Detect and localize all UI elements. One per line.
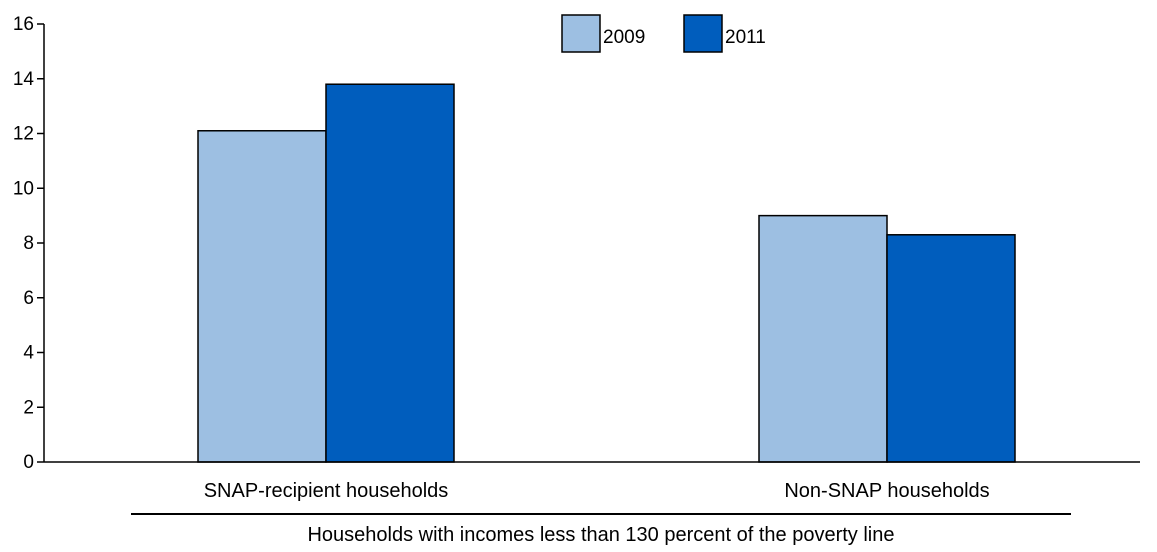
x-axis-title: Households with incomes less than 130 pe… [307,524,894,546]
y-tick-label: 2 [23,397,34,418]
x-category-label: SNAP-recipient households [204,480,449,502]
bar-2009-non-snap [758,214,888,463]
legend: 2009 2011 [561,14,766,53]
y-tick-label: 8 [23,233,34,254]
x-category-label: Non-SNAP households [784,480,989,502]
legend-label-2009: 2009 [603,27,645,48]
bar-2011-non-snap [886,234,1016,463]
bars-layer [197,83,1016,463]
legend-swatch-2011 [683,14,723,53]
y-tick-label: 10 [13,178,34,199]
y-ticks: 0 2 4 6 8 10 12 14 16 [13,14,44,473]
y-tick-label: 6 [23,288,34,309]
y-tick-label: 0 [23,452,34,473]
y-tick-label: 4 [23,343,34,364]
bar-2011-snap-recipient [325,83,455,463]
x-category-labels: SNAP-recipient households Non-SNAP househ… [204,480,990,502]
y-tick-label: 14 [13,69,35,90]
bar-2009-snap-recipient [197,130,327,463]
legend-label-2011: 2011 [725,27,766,48]
y-tick-label: 16 [13,14,34,35]
y-tick-label: 12 [13,124,34,145]
legend-swatch-2009 [561,14,601,53]
